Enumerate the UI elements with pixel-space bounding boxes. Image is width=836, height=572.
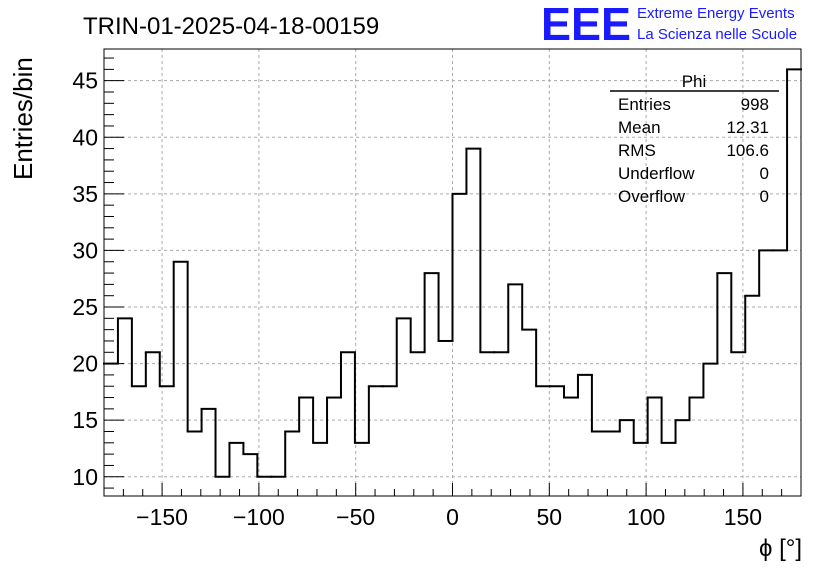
stats-value-rms: 106.6	[726, 141, 769, 160]
logo-line-1: Extreme Energy Events	[637, 5, 795, 22]
stats-label-rms: RMS	[618, 141, 656, 160]
y-tick-label: 45	[72, 68, 98, 94]
stats-title: Phi	[682, 72, 707, 91]
y-axis-label: Entries/bin	[8, 57, 38, 180]
stats-label-mean: Mean	[618, 118, 661, 137]
stats-value-mean: 12.31	[726, 118, 769, 137]
eee-logo: EEE	[541, 0, 631, 50]
x-axis-label: ϕ [°]	[759, 535, 802, 562]
logo-line-2: La Scienza nelle Scuole	[637, 26, 797, 43]
stats-value-underflow: 0	[760, 164, 769, 183]
y-tick-label: 40	[72, 124, 98, 150]
stats-label-underflow: Underflow	[618, 164, 695, 183]
stats-label-overflow: Overflow	[618, 187, 686, 206]
stats-label-entries: Entries	[618, 95, 671, 114]
x-tick-label: 150	[724, 504, 762, 530]
y-tick-label: 15	[72, 407, 98, 433]
y-tick-label: 20	[72, 351, 98, 377]
stats-value-entries: 998	[741, 95, 769, 114]
x-tick-label: 0	[446, 504, 459, 530]
y-tick-label: 25	[72, 294, 98, 320]
x-tick-label: −100	[233, 504, 285, 530]
x-tick-label: −150	[136, 504, 188, 530]
stats-box: Phi Entries 998 Mean 12.31 RMS 106.6 Und…	[610, 72, 779, 206]
y-tick-label: 30	[72, 237, 98, 263]
histogram-bins	[103, 68, 802, 478]
chart-title: TRIN-01-2025-04-18-00159	[83, 13, 379, 40]
stats-value-overflow: 0	[760, 187, 769, 206]
x-tick-labels: −150 −100 −50 0 50 100 150	[136, 504, 762, 530]
y-tick-labels: 10 15 20 25 30 35 40 45	[72, 68, 98, 490]
y-tick-label: 35	[72, 181, 98, 207]
x-tick-label: −50	[336, 504, 375, 530]
x-tick-label: 100	[627, 504, 665, 530]
y-tick-label: 10	[72, 464, 98, 490]
x-tick-label: 50	[537, 504, 563, 530]
axis-ticks	[104, 57, 783, 496]
